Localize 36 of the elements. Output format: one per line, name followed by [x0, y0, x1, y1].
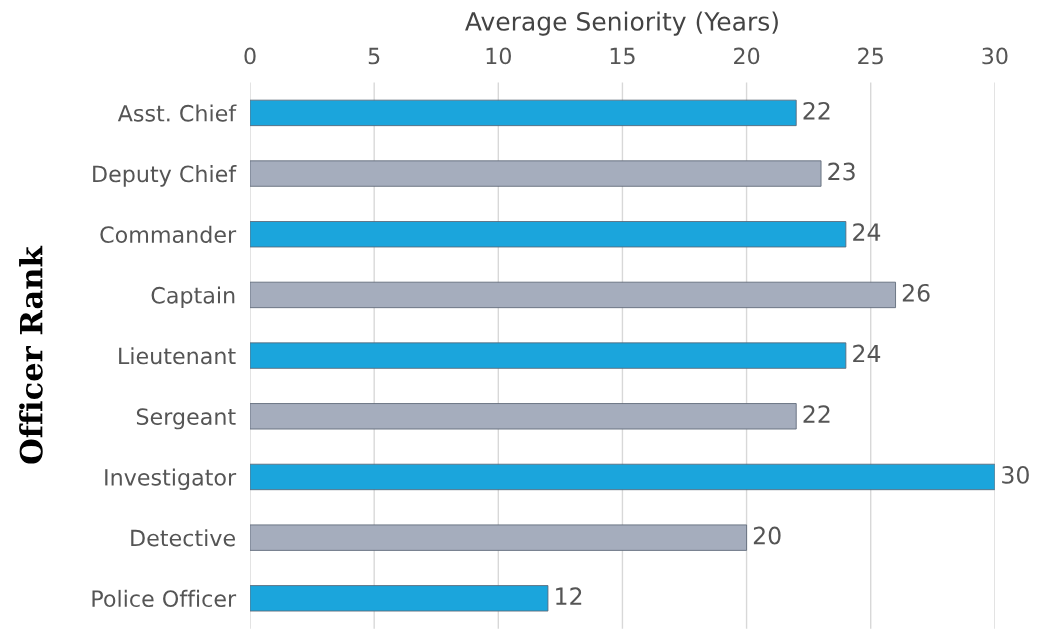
- y-tick-label: Asst. Chief: [117, 104, 237, 122]
- x-axis-title: Average Seniority (Years): [465, 11, 778, 36]
- data-label: 22: [803, 101, 830, 120]
- bar: [250, 342, 847, 369]
- data-label: 26: [902, 283, 930, 302]
- x-tick-label: 30: [982, 47, 1008, 65]
- x-tick-label: 5: [368, 47, 380, 65]
- x-tick-label: 10: [486, 47, 511, 65]
- bar: [250, 281, 896, 309]
- y-tick-label: Police Officer: [92, 589, 237, 608]
- y-tick-label: Commander: [100, 225, 237, 243]
- data-label: 20: [753, 526, 781, 545]
- bar: [250, 585, 549, 612]
- data-label: 24: [853, 344, 881, 363]
- data-label: 30: [1002, 465, 1029, 484]
- y-tick-label: Detective: [131, 529, 235, 547]
- bar: [250, 99, 797, 127]
- data-label: 22: [803, 405, 830, 423]
- x-tick-label: 25: [858, 47, 883, 65]
- data-label: 12: [556, 587, 582, 605]
- y-tick-label: Investigator: [105, 468, 237, 491]
- y-tick-label: Sergeant: [136, 408, 236, 430]
- bar: [250, 221, 847, 248]
- bar: [250, 403, 797, 430]
- y-tick-label: Deputy Chief: [93, 165, 237, 187]
- x-tick-label: 0: [244, 47, 256, 65]
- y-axis-title: Officer Rank: [19, 245, 43, 464]
- y-tick-label: Lieutenant: [119, 347, 236, 365]
- x-tick-label: 20: [734, 47, 760, 65]
- x-tick-label: 15: [610, 47, 635, 65]
- bar: [250, 524, 747, 551]
- bar: [250, 463, 995, 491]
- data-label: 23: [828, 162, 855, 181]
- data-label: 24: [853, 223, 881, 241]
- bar: [250, 160, 822, 187]
- y-tick-label: Captain: [151, 286, 235, 308]
